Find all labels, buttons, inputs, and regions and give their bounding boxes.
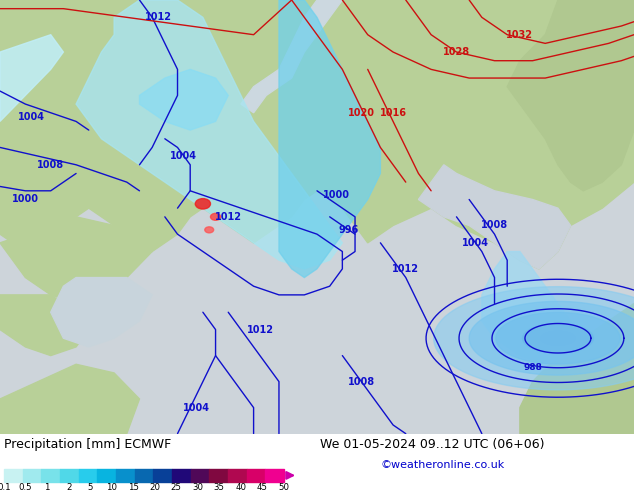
Text: 5: 5 [87, 483, 93, 490]
Bar [247, 469, 266, 482]
Text: 50: 50 [278, 483, 290, 490]
Bar [41, 469, 60, 482]
Text: 1028: 1028 [443, 47, 470, 57]
Text: 1: 1 [44, 483, 50, 490]
Text: 1000: 1000 [12, 195, 39, 204]
Text: 1012: 1012 [145, 12, 172, 23]
Bar [4, 469, 23, 482]
Bar [172, 469, 191, 482]
Polygon shape [540, 331, 576, 345]
Text: 45: 45 [257, 483, 268, 490]
Bar [209, 469, 228, 482]
Bar [228, 469, 247, 482]
Polygon shape [0, 35, 63, 122]
Text: 0.1: 0.1 [0, 483, 11, 490]
Text: 10: 10 [106, 483, 117, 490]
Polygon shape [0, 217, 152, 304]
Text: 1008: 1008 [348, 377, 375, 387]
Text: 0.5: 0.5 [19, 483, 32, 490]
Text: 25: 25 [171, 483, 182, 490]
Text: 996: 996 [339, 225, 359, 235]
Text: 2: 2 [66, 483, 72, 490]
Polygon shape [76, 0, 342, 269]
Text: 1004: 1004 [171, 151, 197, 161]
Polygon shape [0, 0, 634, 269]
Text: ©weatheronline.co.uk: ©weatheronline.co.uk [380, 460, 504, 470]
Text: 15: 15 [127, 483, 139, 490]
Text: 1000: 1000 [323, 190, 349, 200]
Polygon shape [434, 287, 634, 390]
Circle shape [205, 227, 214, 233]
Circle shape [210, 213, 221, 220]
Bar [191, 469, 209, 482]
Text: 1008: 1008 [37, 160, 64, 170]
Polygon shape [0, 364, 139, 434]
Bar [134, 469, 153, 482]
Text: 1004: 1004 [183, 403, 210, 413]
Text: 1012: 1012 [215, 212, 242, 222]
Polygon shape [241, 0, 342, 113]
Bar [116, 469, 134, 482]
Text: 1008: 1008 [481, 220, 508, 230]
Text: 1020: 1020 [348, 108, 375, 118]
Polygon shape [520, 304, 634, 434]
Text: 1004: 1004 [18, 112, 45, 122]
Polygon shape [418, 165, 571, 269]
Circle shape [195, 198, 210, 209]
Text: 1016: 1016 [380, 108, 406, 118]
Bar [98, 469, 116, 482]
Polygon shape [482, 251, 583, 364]
Polygon shape [51, 277, 152, 347]
Bar [23, 469, 41, 482]
Bar [79, 469, 98, 482]
Text: 1032: 1032 [507, 30, 533, 40]
Bar [60, 469, 79, 482]
Polygon shape [139, 70, 228, 130]
Polygon shape [279, 0, 380, 277]
Polygon shape [496, 313, 620, 364]
Text: 35: 35 [214, 483, 225, 490]
Bar [153, 469, 172, 482]
Text: 40: 40 [235, 483, 247, 490]
Text: 1004: 1004 [462, 238, 489, 248]
Bar [266, 469, 284, 482]
Polygon shape [469, 301, 634, 375]
Text: 1012: 1012 [247, 324, 273, 335]
Text: 20: 20 [149, 483, 160, 490]
Polygon shape [0, 295, 89, 356]
Text: 30: 30 [192, 483, 204, 490]
Polygon shape [522, 323, 593, 353]
Text: 988: 988 [523, 363, 542, 372]
Polygon shape [507, 0, 634, 191]
Text: Precipitation [mm] ECMWF: Precipitation [mm] ECMWF [4, 438, 171, 451]
Text: We 01-05-2024 09..12 UTC (06+06): We 01-05-2024 09..12 UTC (06+06) [320, 438, 545, 451]
Text: 1012: 1012 [392, 264, 419, 274]
